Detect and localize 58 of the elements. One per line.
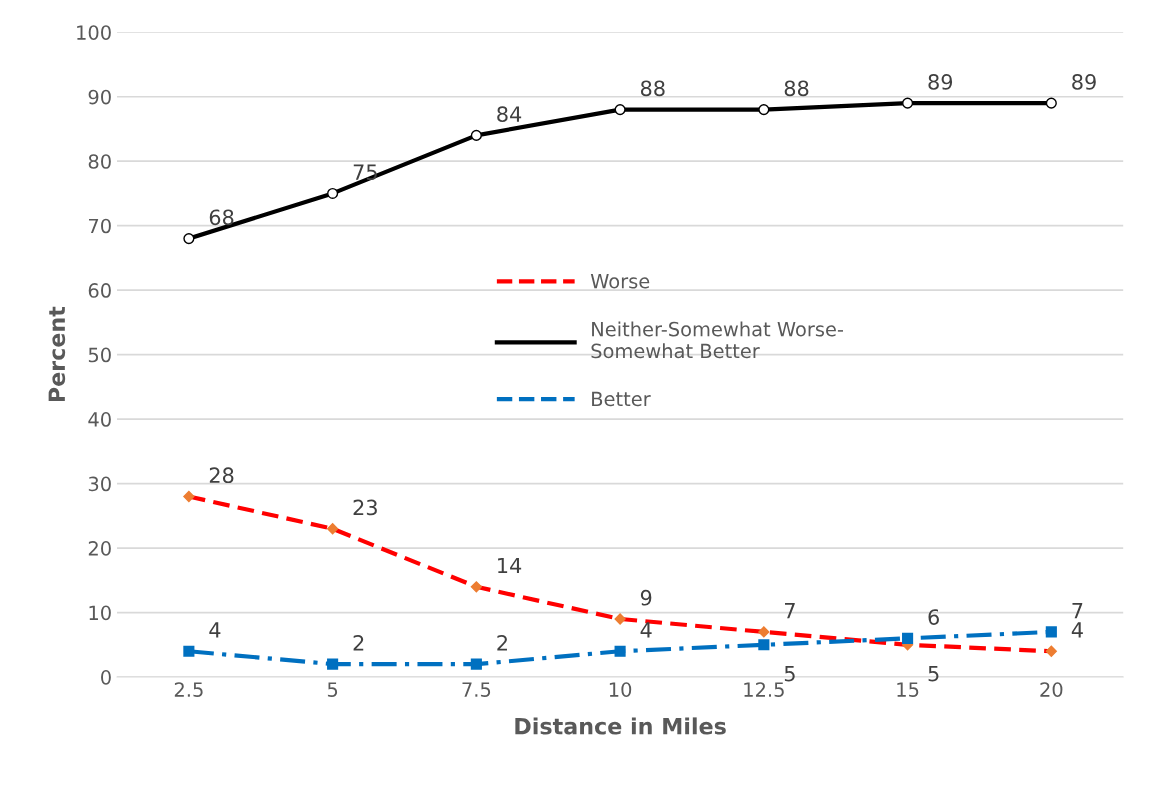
- data-label: 7: [785, 603, 795, 619]
- data-label: 89: [928, 74, 953, 90]
- y-tick-label: 90: [88, 89, 111, 105]
- x-tick-label: 15: [897, 682, 919, 697]
- y-tick-label: 0: [101, 670, 111, 685]
- data-label: 23: [353, 499, 377, 516]
- data-label: 28: [209, 467, 234, 484]
- data-label: 6: [928, 609, 939, 625]
- x-tick-label: 12.5: [744, 682, 784, 697]
- data-label: 68: [209, 209, 234, 226]
- data-label: 5: [784, 665, 795, 682]
- legend-label: Better: [592, 391, 651, 407]
- data-label: 9: [640, 589, 652, 606]
- x-tick-label: 2.5: [174, 682, 203, 697]
- point: [327, 187, 339, 199]
- data-label: 84: [497, 106, 522, 123]
- y-axis-title: Percent: [48, 306, 66, 402]
- point: [183, 645, 195, 657]
- x-tick-label: 7.5: [462, 682, 491, 697]
- point: [470, 658, 482, 670]
- x-tick-label: 5: [327, 682, 338, 697]
- point: [614, 104, 626, 116]
- data-label: 2: [353, 634, 364, 651]
- point: [1045, 97, 1057, 109]
- x-axis-title: Distance in Miles: [515, 717, 726, 735]
- data-label: 7: [1072, 603, 1083, 619]
- y-tick-label: 50: [88, 347, 111, 363]
- y-tick-label: 70: [88, 218, 111, 234]
- y-tick-label: 80: [88, 154, 111, 169]
- data-label: 4: [1071, 622, 1083, 638]
- legend-label: Worse: [590, 274, 650, 289]
- data-label: 14: [498, 557, 522, 574]
- data-label: 5: [928, 665, 939, 682]
- data-label: 75: [353, 164, 377, 181]
- x-tick-label: 10: [609, 682, 632, 697]
- y-tick-label: 60: [88, 283, 111, 298]
- data-label: 2: [497, 634, 507, 651]
- data-label: 4: [209, 622, 221, 638]
- y-tick-label: 10: [89, 605, 111, 621]
- data-label: 4: [640, 622, 652, 638]
- y-tick-label: 20: [88, 541, 111, 556]
- y-tick-label: 30: [88, 476, 111, 492]
- x-tick-label: 20: [1040, 682, 1063, 697]
- y-tick-label: 100: [77, 25, 111, 40]
- legend-label: Neither-Somewhat Worse- Somewhat Better: [591, 321, 844, 359]
- point: [614, 645, 626, 657]
- point: [902, 97, 914, 109]
- data-label: 89: [1072, 74, 1096, 90]
- point: [327, 658, 339, 670]
- point: [758, 639, 770, 651]
- point: [758, 104, 770, 116]
- data-label: 88: [784, 80, 809, 97]
- point: [183, 233, 195, 245]
- point: [470, 129, 482, 141]
- point: [1045, 626, 1057, 638]
- point: [902, 632, 914, 644]
- data-label: 88: [640, 80, 665, 97]
- y-tick-label: 40: [88, 412, 111, 427]
